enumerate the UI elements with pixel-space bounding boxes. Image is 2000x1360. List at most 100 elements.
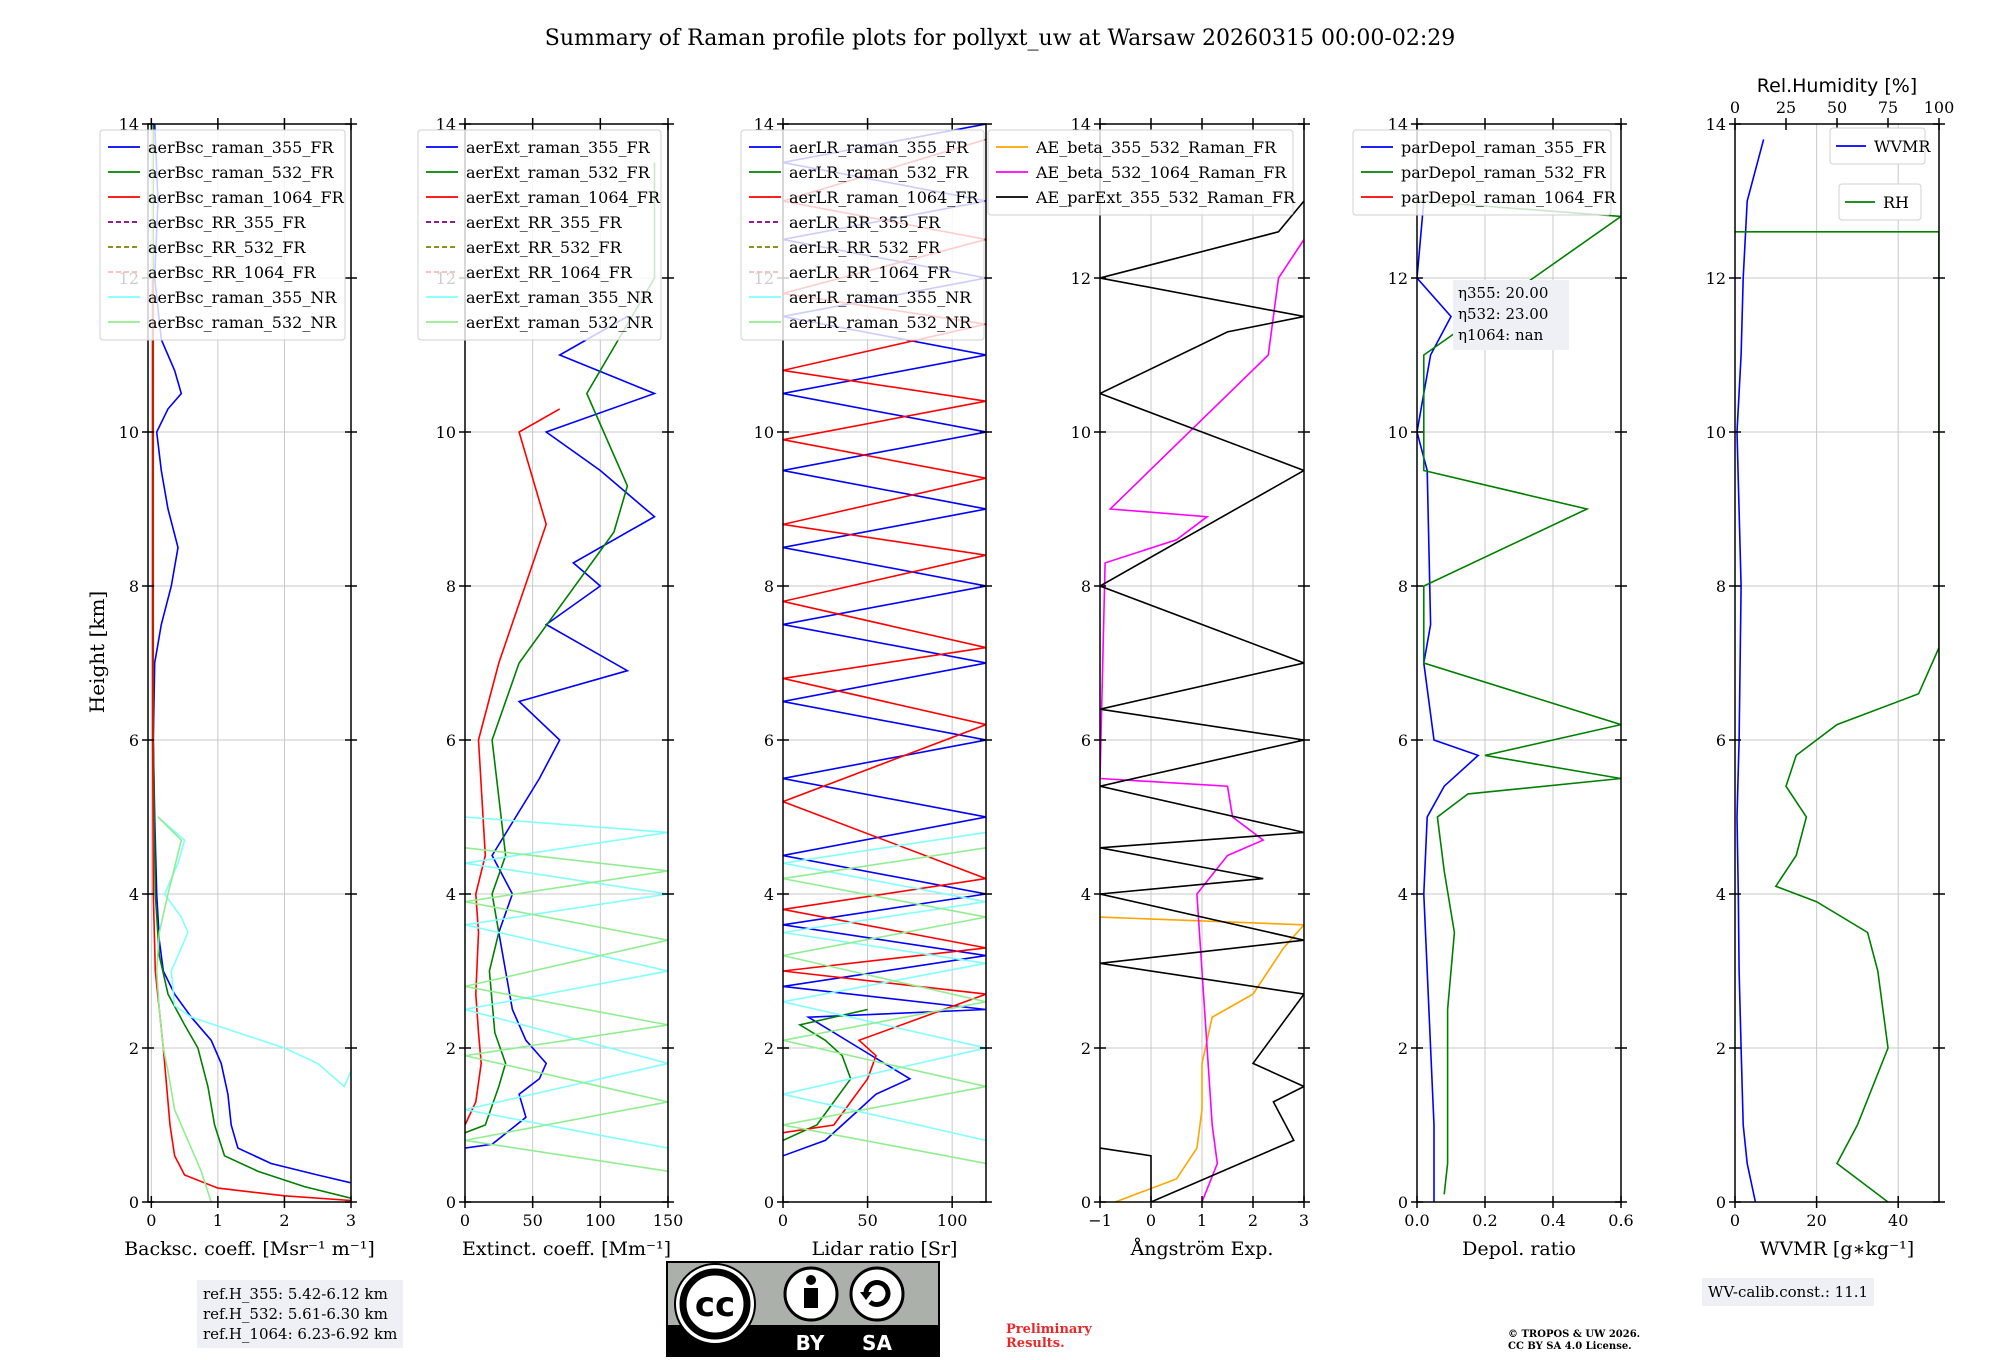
y-tick-label: 2	[446, 1039, 456, 1058]
y-tick-label: 12	[1071, 269, 1091, 288]
axes-frame	[1416, 123, 1622, 1203]
series-aerExt_raman_532_FR	[465, 162, 656, 1134]
legend-label: WVMR	[1874, 137, 1931, 156]
eta-line: η532: 23.00	[1458, 305, 1548, 323]
y-tick-label: 6	[1398, 731, 1408, 750]
x-tick-label: 2	[279, 1211, 289, 1230]
cc-sa-text: SA	[862, 1331, 892, 1355]
y-tick-label: 8	[764, 577, 774, 596]
series-AE_beta_532_1064_Raman_FR	[1100, 239, 1304, 1202]
legend-label: aerExt_raman_1064_FR	[466, 188, 661, 207]
legend-label: aerLR_raman_355_FR	[789, 138, 969, 157]
preliminary-line-1: Preliminary	[1006, 1322, 1092, 1337]
x-axis-label: Depol. ratio	[1462, 1238, 1576, 1260]
legend-entry: WVMR	[1829, 127, 1931, 165]
legend-label: aerBsc_RR_532_FR	[148, 238, 306, 257]
wv-calib-const: WV-calib.const.: 11.1	[1708, 1283, 1869, 1301]
x-axis-label: Ångström Exp.	[1130, 1238, 1274, 1260]
legend-label: aerExt_RR_1064_FR	[466, 263, 633, 282]
y-tick-label: 4	[1398, 885, 1408, 904]
y-tick-label: 12	[1706, 269, 1726, 288]
y-tick-label: 8	[1398, 577, 1408, 596]
legend-label: aerBsc_raman_355_NR	[148, 288, 337, 307]
y-tick-label: 10	[1706, 423, 1726, 442]
panel-extinction: 02468101214050100150Extinct. coeff. [Mm⁻…	[417, 115, 683, 1260]
legend-label: AE_beta_355_532_Raman_FR	[1035, 138, 1277, 157]
legend-entry: RH	[1838, 183, 1922, 221]
x-tick-label: 20	[1806, 1211, 1826, 1230]
y-tick-label: 2	[1398, 1039, 1408, 1058]
x-tick-label: 40	[1888, 1211, 1908, 1230]
legend-label: aerExt_raman_355_FR	[466, 138, 651, 157]
x-tick-label: 100	[937, 1211, 968, 1230]
legend-label: AE_parExt_355_532_Raman_FR	[1035, 188, 1296, 207]
x-axis-label: Lidar ratio [Sr]	[812, 1238, 958, 1260]
series-aerExt_raman_355_FR	[465, 315, 657, 1149]
y-tick-label: 8	[1081, 577, 1091, 596]
y-tick-label: 12	[1388, 269, 1408, 288]
series-aerBsc_raman_355_NR	[157, 816, 351, 1088]
legend-label: aerLR_raman_355_NR	[789, 288, 972, 307]
y-tick-label: 4	[129, 885, 139, 904]
y-tick-label: 10	[1071, 423, 1091, 442]
eta-annotation: η355: 20.00 η532: 23.00 η1064: nan	[1453, 280, 1569, 350]
y-tick-label: 10	[754, 423, 774, 442]
series-aerExt_raman_532_NR	[465, 847, 668, 1172]
series-group	[1417, 200, 1621, 1202]
panel-depol: 0 2 4 6 8 10 12 14 0.0 0.2 0.4 0.6 Depol. ratio parDe…	[1352, 115, 1634, 1260]
legend-label: aerLR_raman_532_NR	[789, 313, 972, 332]
legend-label: RH	[1883, 193, 1909, 212]
y-tick-label: 14	[1071, 115, 1091, 134]
series-AE_parExt_355_532_Raman_FR	[1100, 200, 1304, 1202]
legend: AE_beta_355_532_Raman_FR AE_beta_532_1064…	[987, 129, 1296, 216]
eta-line: η1064: nan	[1458, 326, 1544, 344]
y-tick-label: 8	[446, 577, 456, 596]
x-tick-label: 3	[346, 1211, 356, 1230]
legend-label: aerLR_raman_532_FR	[789, 163, 969, 182]
top-x-tick-label: 50	[1827, 98, 1847, 117]
y-tick-label: 10	[436, 423, 456, 442]
figure-title: Summary of Raman profile plots for polly…	[545, 26, 1455, 51]
y-tick-label: 0	[129, 1193, 139, 1212]
y-tick-label: 0	[1081, 1193, 1091, 1212]
x-axis-label: Backsc. coeff. [Msr⁻¹ m⁻¹]	[124, 1238, 375, 1260]
legend-label: aerLR_raman_1064_FR	[789, 188, 979, 207]
series-WVMR	[1736, 139, 1765, 1202]
top-x-tick-label: 25	[1776, 98, 1796, 117]
x-axis-label: Extinct. coeff. [Mm⁻¹]	[462, 1238, 671, 1260]
x-tick-label: 100	[585, 1211, 616, 1230]
x-tick-label: 0.0	[1404, 1211, 1429, 1230]
series-aerExt_raman_1064_FR	[465, 408, 561, 1126]
axes-frame	[464, 123, 669, 1203]
x-tick-label: 0	[778, 1211, 788, 1230]
y-tick-label: 6	[1716, 731, 1726, 750]
series-aerLR_raman_532_NR	[783, 847, 986, 1165]
cc-logo-text: cc	[695, 1285, 735, 1325]
x-tick-label: 1	[213, 1211, 223, 1230]
series-aerBsc_raman_532_NR	[155, 816, 212, 1202]
top-x-tick-label: 75	[1878, 98, 1898, 117]
x-tick-label: 0.2	[1472, 1211, 1497, 1230]
x-tick-label: 2	[1248, 1211, 1258, 1230]
legend-label: aerExt_raman_532_FR	[466, 163, 651, 182]
legend-label: aerExt_raman_532_NR	[466, 313, 654, 332]
copyright-line-1: © TROPOS & UW 2026.	[1508, 1329, 1641, 1340]
eta-line: η355: 20.00	[1458, 284, 1548, 302]
y-tick-label: 4	[1716, 885, 1726, 904]
x-tick-label: 3	[1299, 1211, 1309, 1230]
x-tick-label: 0	[1146, 1211, 1156, 1230]
copyright-line-2: CC BY SA 4.0 License.	[1508, 1341, 1632, 1352]
y-tick-label: 0	[446, 1193, 456, 1212]
x-tick-label: −1	[1088, 1211, 1112, 1230]
panel-lidar-ratio: 02468101214050100Lidar ratio [Sr]aerLR_r…	[740, 115, 992, 1260]
y-tick-label: 4	[764, 885, 774, 904]
ref-h-355: ref.H_355: 5.42-6.12 km	[203, 1285, 388, 1303]
legend-label: aerLR_RR_532_FR	[789, 238, 941, 257]
axes-frame	[1734, 123, 1940, 1203]
y-tick-label: 6	[446, 731, 456, 750]
x-axis-label: WVMR [g∗kg⁻¹]	[1760, 1238, 1914, 1260]
y-tick-label: 6	[129, 731, 139, 750]
